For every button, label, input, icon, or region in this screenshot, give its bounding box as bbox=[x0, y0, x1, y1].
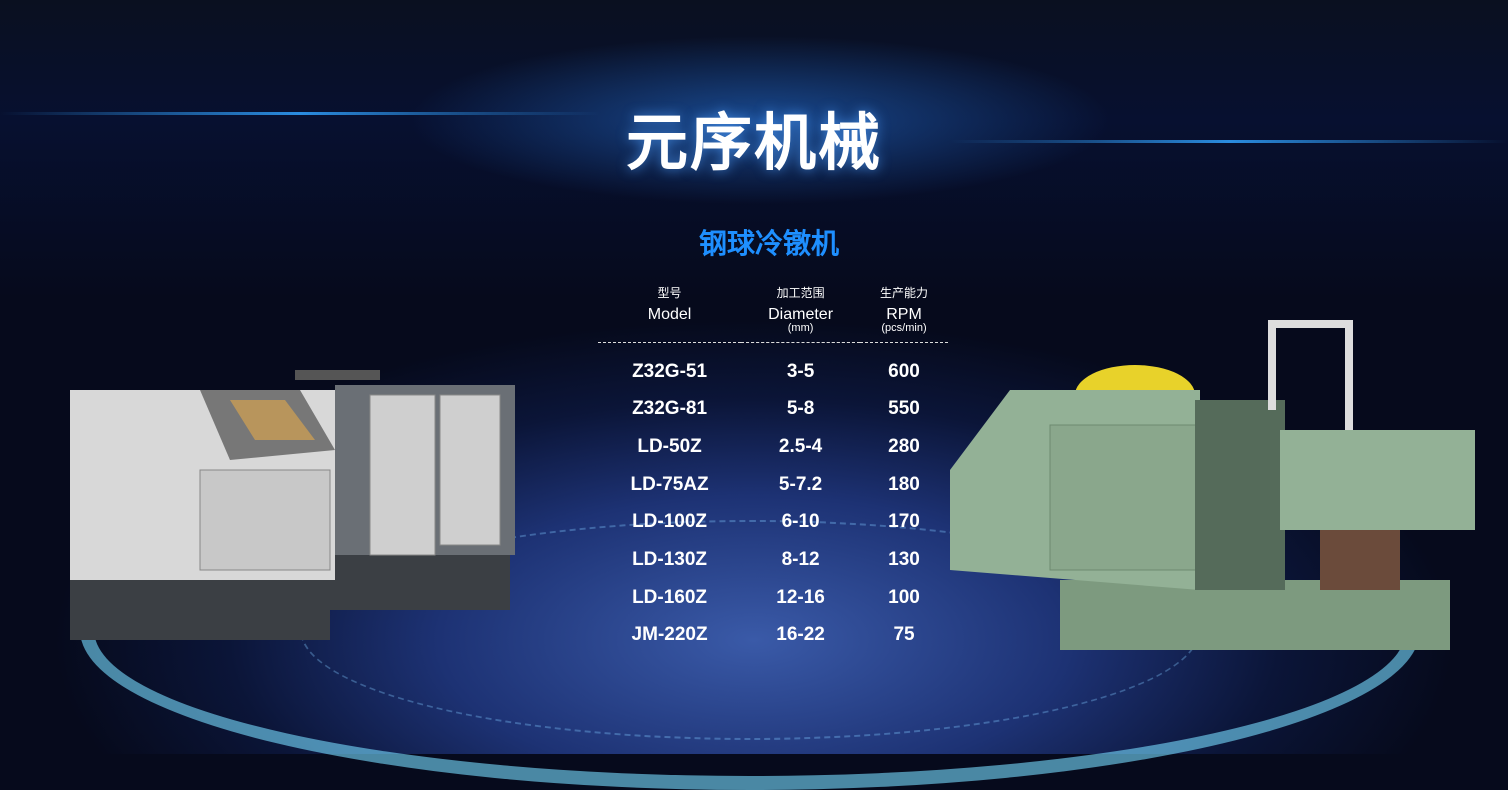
cell-model: JM-220Z bbox=[631, 624, 708, 646]
cell-rpm: 100 bbox=[888, 586, 920, 608]
cell-rpm: 130 bbox=[888, 549, 920, 571]
cell-rpm: 75 bbox=[893, 624, 915, 646]
cell-diameter: 16-22 bbox=[776, 624, 825, 646]
cell-diameter: 12-16 bbox=[776, 586, 825, 608]
table-row: JM-220Z 16-22 75 bbox=[598, 617, 948, 655]
cell-model: LD-100Z bbox=[632, 511, 708, 533]
cell-rpm: 600 bbox=[888, 360, 920, 382]
table-row: Z32G-81 5-8 550 bbox=[598, 391, 948, 429]
page-title: 元序机械 bbox=[625, 106, 882, 179]
table-row: LD-75AZ 5-7.2 180 bbox=[598, 466, 948, 504]
light-streak bbox=[950, 140, 1508, 143]
header-unit: (mm) bbox=[787, 322, 814, 334]
spec-table: 型号 Model 加工范围 Diameter (mm) 生产能力 RPM (pcs/min… bbox=[598, 284, 948, 654]
cell-rpm: 550 bbox=[888, 398, 920, 420]
cell-diameter: 2.5-4 bbox=[778, 436, 823, 458]
header-unit: (pcs/min) bbox=[881, 322, 927, 334]
header-en: Diameter bbox=[768, 306, 834, 323]
product-subtitle: 钢球冷镦机 bbox=[698, 227, 839, 260]
header-cn: 生产能力 bbox=[880, 286, 929, 300]
header-cn: 加工范围 bbox=[776, 286, 825, 300]
cell-diameter: 3-5 bbox=[786, 360, 815, 382]
cell-model: Z32G-51 bbox=[632, 360, 708, 382]
header-background bbox=[0, 0, 1508, 300]
cell-rpm: 170 bbox=[888, 511, 920, 533]
cold-heading-machine-left-image bbox=[70, 370, 515, 640]
header-cn: 型号 bbox=[657, 286, 682, 300]
cell-rpm: 280 bbox=[888, 436, 920, 458]
header-en: Model bbox=[647, 306, 692, 323]
light-streak bbox=[0, 112, 600, 115]
cell-diameter: 5-7.2 bbox=[778, 473, 823, 495]
cell-diameter: 5-8 bbox=[786, 398, 815, 420]
table-row: LD-100Z 6-10 170 bbox=[598, 504, 948, 542]
header-model: 型号 Model bbox=[598, 284, 742, 343]
cell-diameter: 6-10 bbox=[781, 511, 820, 533]
header-en: RPM bbox=[886, 306, 922, 323]
table-row: LD-50Z 2.5-4 280 bbox=[598, 428, 948, 466]
table-row: LD-130Z 8-12 130 bbox=[598, 541, 948, 579]
header-rpm: 生产能力 RPM (pcs/min) bbox=[860, 284, 948, 343]
cell-model: Z32G-81 bbox=[632, 398, 708, 420]
cold-heading-machine-right-image bbox=[950, 320, 1475, 650]
header-diameter: 加工范围 Diameter (mm) bbox=[741, 284, 861, 343]
cell-model: LD-75AZ bbox=[630, 473, 709, 495]
cell-diameter: 8-12 bbox=[781, 549, 820, 571]
cell-model: LD-50Z bbox=[637, 436, 702, 458]
cell-model: LD-130Z bbox=[632, 549, 708, 571]
table-row: Z32G-51 3-5 600 bbox=[598, 343, 948, 391]
cell-model: LD-160Z bbox=[632, 586, 708, 608]
cell-rpm: 180 bbox=[888, 473, 920, 495]
table-row: LD-160Z 12-16 100 bbox=[598, 579, 948, 617]
